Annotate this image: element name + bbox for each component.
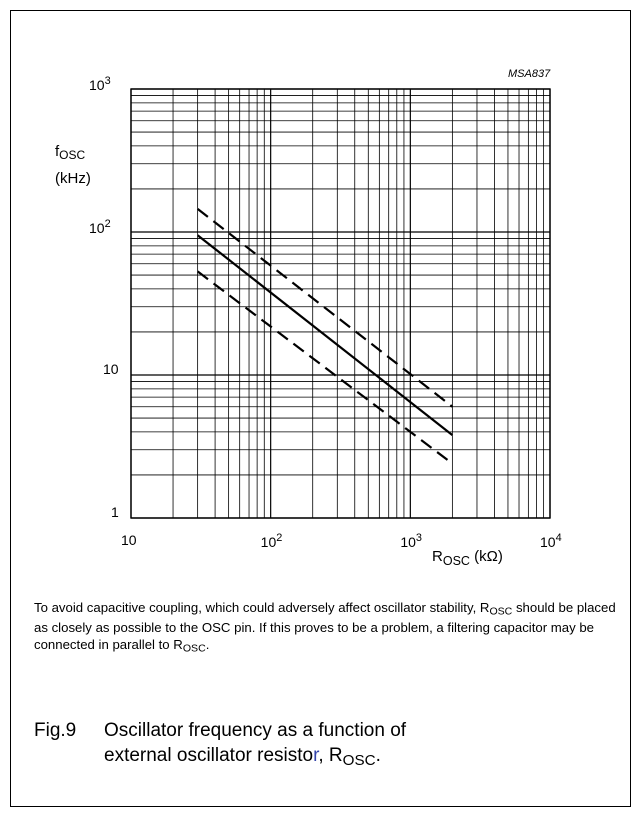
x-tick-label: 102 — [260, 532, 283, 550]
note-text-1: To avoid capacitive coupling, which coul… — [34, 600, 490, 615]
series-line-2-solid — [196, 234, 454, 436]
y-axis-unit: (kHz) — [55, 170, 91, 187]
x-axis-unit: (kΩ) — [474, 548, 503, 565]
chart-grid — [130, 88, 551, 519]
caption-line-1: Oscillator frequency as a function of — [104, 720, 407, 741]
x-tick-label: 10 — [121, 532, 137, 548]
figure-note: To avoid capacitive coupling, which coul… — [34, 600, 624, 657]
y-tick-label: 10 — [103, 361, 119, 377]
caption-line-2-b: , R — [318, 745, 343, 766]
x-tick-label: 104 — [540, 532, 562, 550]
x-axis-subscript: OSC — [442, 554, 470, 568]
y-axis-symbol: f — [55, 143, 60, 160]
caption-line-2: external oscillator resisto — [104, 745, 314, 766]
y-tick-label: 1 — [111, 504, 119, 520]
y-tick-label: 103 — [89, 75, 111, 93]
chart-series — [196, 208, 454, 465]
figure-reference-code: MSA837 — [508, 68, 551, 80]
x-axis-label: ROSC (kΩ) — [432, 548, 503, 568]
figure-number: Fig.9 — [34, 720, 77, 741]
y-axis-subscript: OSC — [59, 148, 86, 162]
note-subscript-2: OSC — [182, 642, 206, 655]
caption-subscript: OSC — [342, 751, 376, 769]
series-line-3-dashed — [196, 270, 454, 465]
y-tick-label: 102 — [89, 218, 111, 236]
x-tick-label: 103 — [400, 532, 422, 550]
note-text-2: should be placed as closely as possible … — [34, 600, 616, 652]
note-text-3: . — [205, 636, 210, 652]
caption-end: . — [375, 745, 381, 766]
note-subscript-1: OSC — [489, 605, 513, 618]
figure-caption: Fig.9 Oscillator frequency as a function … — [34, 718, 406, 773]
figure-frame — [10, 10, 631, 807]
y-axis-label: fOSC (kHz) — [55, 140, 91, 191]
plot-area-border — [130, 88, 551, 519]
x-axis-symbol: R — [432, 548, 443, 565]
caption-line-2-r: r — [313, 745, 319, 766]
series-line-1-dashed — [196, 208, 454, 408]
